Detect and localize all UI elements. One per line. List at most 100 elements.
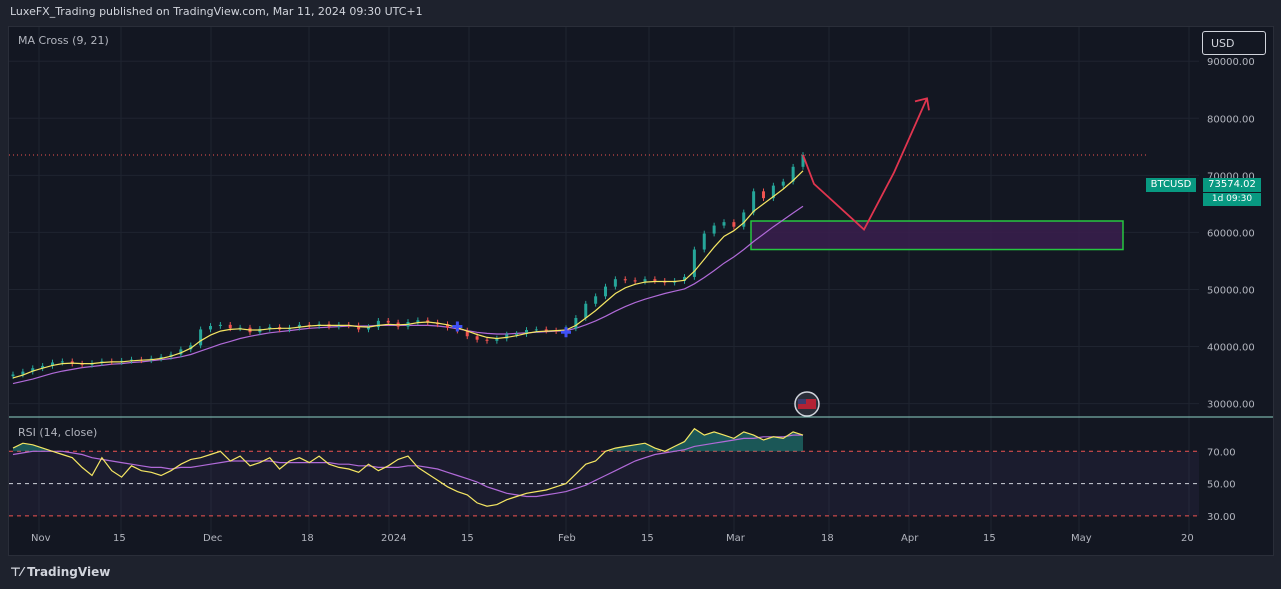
ma-cross-marker bbox=[561, 327, 571, 338]
time-axis-label: Apr bbox=[901, 533, 919, 544]
candle-body bbox=[159, 356, 163, 359]
candle-body bbox=[297, 324, 301, 328]
candle-body bbox=[367, 327, 370, 330]
candle-body bbox=[771, 185, 775, 199]
candle-body bbox=[722, 222, 726, 226]
symbol-tag: BTCUSD bbox=[1146, 178, 1196, 192]
price-axis-label: 50000.00 bbox=[1207, 285, 1255, 296]
candle-body bbox=[475, 336, 479, 340]
time-axis-label: Nov bbox=[31, 533, 51, 544]
candle-body bbox=[544, 329, 548, 331]
candle-body bbox=[21, 371, 25, 375]
time-axis-label: Feb bbox=[558, 533, 576, 544]
rsi-line bbox=[12, 427, 804, 507]
ma-fast-line bbox=[12, 170, 804, 379]
candle-body bbox=[179, 349, 183, 355]
rsi-overbought-fill bbox=[13, 428, 803, 452]
price-axis-label: 60000.00 bbox=[1207, 228, 1255, 239]
candle-body bbox=[505, 334, 509, 339]
candle-body bbox=[189, 345, 193, 350]
demand-zone bbox=[750, 220, 1124, 251]
price-axis-label: 30000.00 bbox=[1207, 400, 1255, 411]
time-axis-label: 15 bbox=[461, 533, 474, 544]
logo-text: TradingView bbox=[27, 565, 111, 579]
projection-path bbox=[802, 97, 928, 232]
candle-body bbox=[742, 212, 746, 227]
candle-body bbox=[574, 318, 578, 329]
time-axis-label: May bbox=[1071, 533, 1092, 544]
candle-body bbox=[762, 191, 765, 199]
candle-body bbox=[11, 374, 15, 377]
candle-body bbox=[416, 320, 420, 322]
candle-body bbox=[534, 329, 538, 331]
rsi-label[interactable]: RSI (14, close) bbox=[18, 426, 98, 439]
time-axis-label: Dec bbox=[203, 533, 222, 544]
price-axis-label: 80000.00 bbox=[1207, 114, 1255, 125]
price-axis-label: 90000.00 bbox=[1207, 57, 1255, 68]
candle-body bbox=[485, 339, 489, 341]
time-axis-label: 20 bbox=[1181, 533, 1194, 544]
candle-body bbox=[584, 303, 588, 318]
candle-body bbox=[732, 222, 736, 227]
candle-body bbox=[41, 365, 45, 369]
candle-body bbox=[357, 325, 361, 330]
candle-body bbox=[80, 363, 84, 365]
time-axis-label: 18 bbox=[821, 533, 834, 544]
candle-body bbox=[752, 191, 756, 213]
ma-cross-marker bbox=[452, 321, 463, 332]
candle-body bbox=[683, 276, 686, 281]
last-price-tag: 73574.02 bbox=[1203, 178, 1261, 192]
tv-icon: ⊤⁄ bbox=[10, 565, 28, 579]
candle-body bbox=[515, 333, 519, 335]
us-flag-stripes bbox=[798, 399, 816, 409]
candle-body bbox=[376, 320, 380, 328]
candle-body bbox=[781, 181, 785, 186]
candle-body bbox=[60, 361, 64, 363]
time-axis-label: 18 bbox=[301, 533, 314, 544]
candle-body bbox=[495, 338, 499, 341]
ma-cross-label[interactable]: MA Cross (9, 21) bbox=[18, 34, 109, 47]
candle-body bbox=[702, 233, 706, 250]
candle-body bbox=[653, 279, 657, 281]
price-chart-svg: 30000.00 40000.00 50000.00 60000.00 70000.00… bbox=[9, 27, 1273, 544]
candle-body bbox=[604, 286, 607, 297]
candle-body bbox=[613, 279, 617, 287]
candle-body bbox=[386, 320, 390, 323]
publish-header: LuxeFX_Trading published on TradingView.… bbox=[10, 5, 423, 18]
candle-body bbox=[712, 225, 716, 234]
rsi-ma-line bbox=[12, 434, 803, 498]
rsi-axis-label: 70.00 bbox=[1207, 447, 1236, 458]
chart-area[interactable]: 30000.00 40000.00 50000.00 60000.00 70000.00… bbox=[8, 26, 1274, 556]
currency-button[interactable]: USD bbox=[1202, 31, 1266, 55]
projection-arrowhead bbox=[914, 97, 930, 111]
candle-body bbox=[465, 330, 469, 337]
candle-body bbox=[209, 325, 212, 330]
candle-body bbox=[633, 280, 637, 282]
candle-body bbox=[692, 249, 696, 277]
candle-body bbox=[31, 368, 35, 372]
candle-body bbox=[218, 324, 222, 326]
tradingview-logo[interactable]: ⊤⁄ TradingView bbox=[10, 565, 110, 579]
time-axis-label: 15 bbox=[113, 533, 126, 544]
price-axis-label: 40000.00 bbox=[1207, 343, 1255, 354]
candle-body bbox=[446, 324, 449, 328]
us-flag-canton bbox=[798, 399, 806, 404]
time-axis-label: Mar bbox=[726, 533, 746, 544]
candle-body bbox=[51, 362, 54, 366]
candle-body bbox=[268, 327, 272, 329]
candle-body bbox=[643, 279, 647, 282]
countdown-tag: 1d 09:30 bbox=[1203, 193, 1261, 206]
candle-body bbox=[623, 279, 627, 281]
time-axis-label: 2024 bbox=[381, 533, 406, 544]
time-axis-label: 15 bbox=[641, 533, 654, 544]
price-axis-label: 70000.00 bbox=[1207, 171, 1255, 182]
candle-body bbox=[791, 166, 795, 182]
candle-body bbox=[594, 296, 598, 304]
candle-body bbox=[525, 329, 528, 334]
candle-body bbox=[199, 329, 203, 346]
candle-body bbox=[801, 154, 805, 167]
candle-body bbox=[228, 324, 232, 329]
rsi-axis-label: 30.00 bbox=[1207, 512, 1236, 523]
rsi-axis-label: 50.00 bbox=[1207, 480, 1236, 491]
time-axis-label: 15 bbox=[983, 533, 996, 544]
